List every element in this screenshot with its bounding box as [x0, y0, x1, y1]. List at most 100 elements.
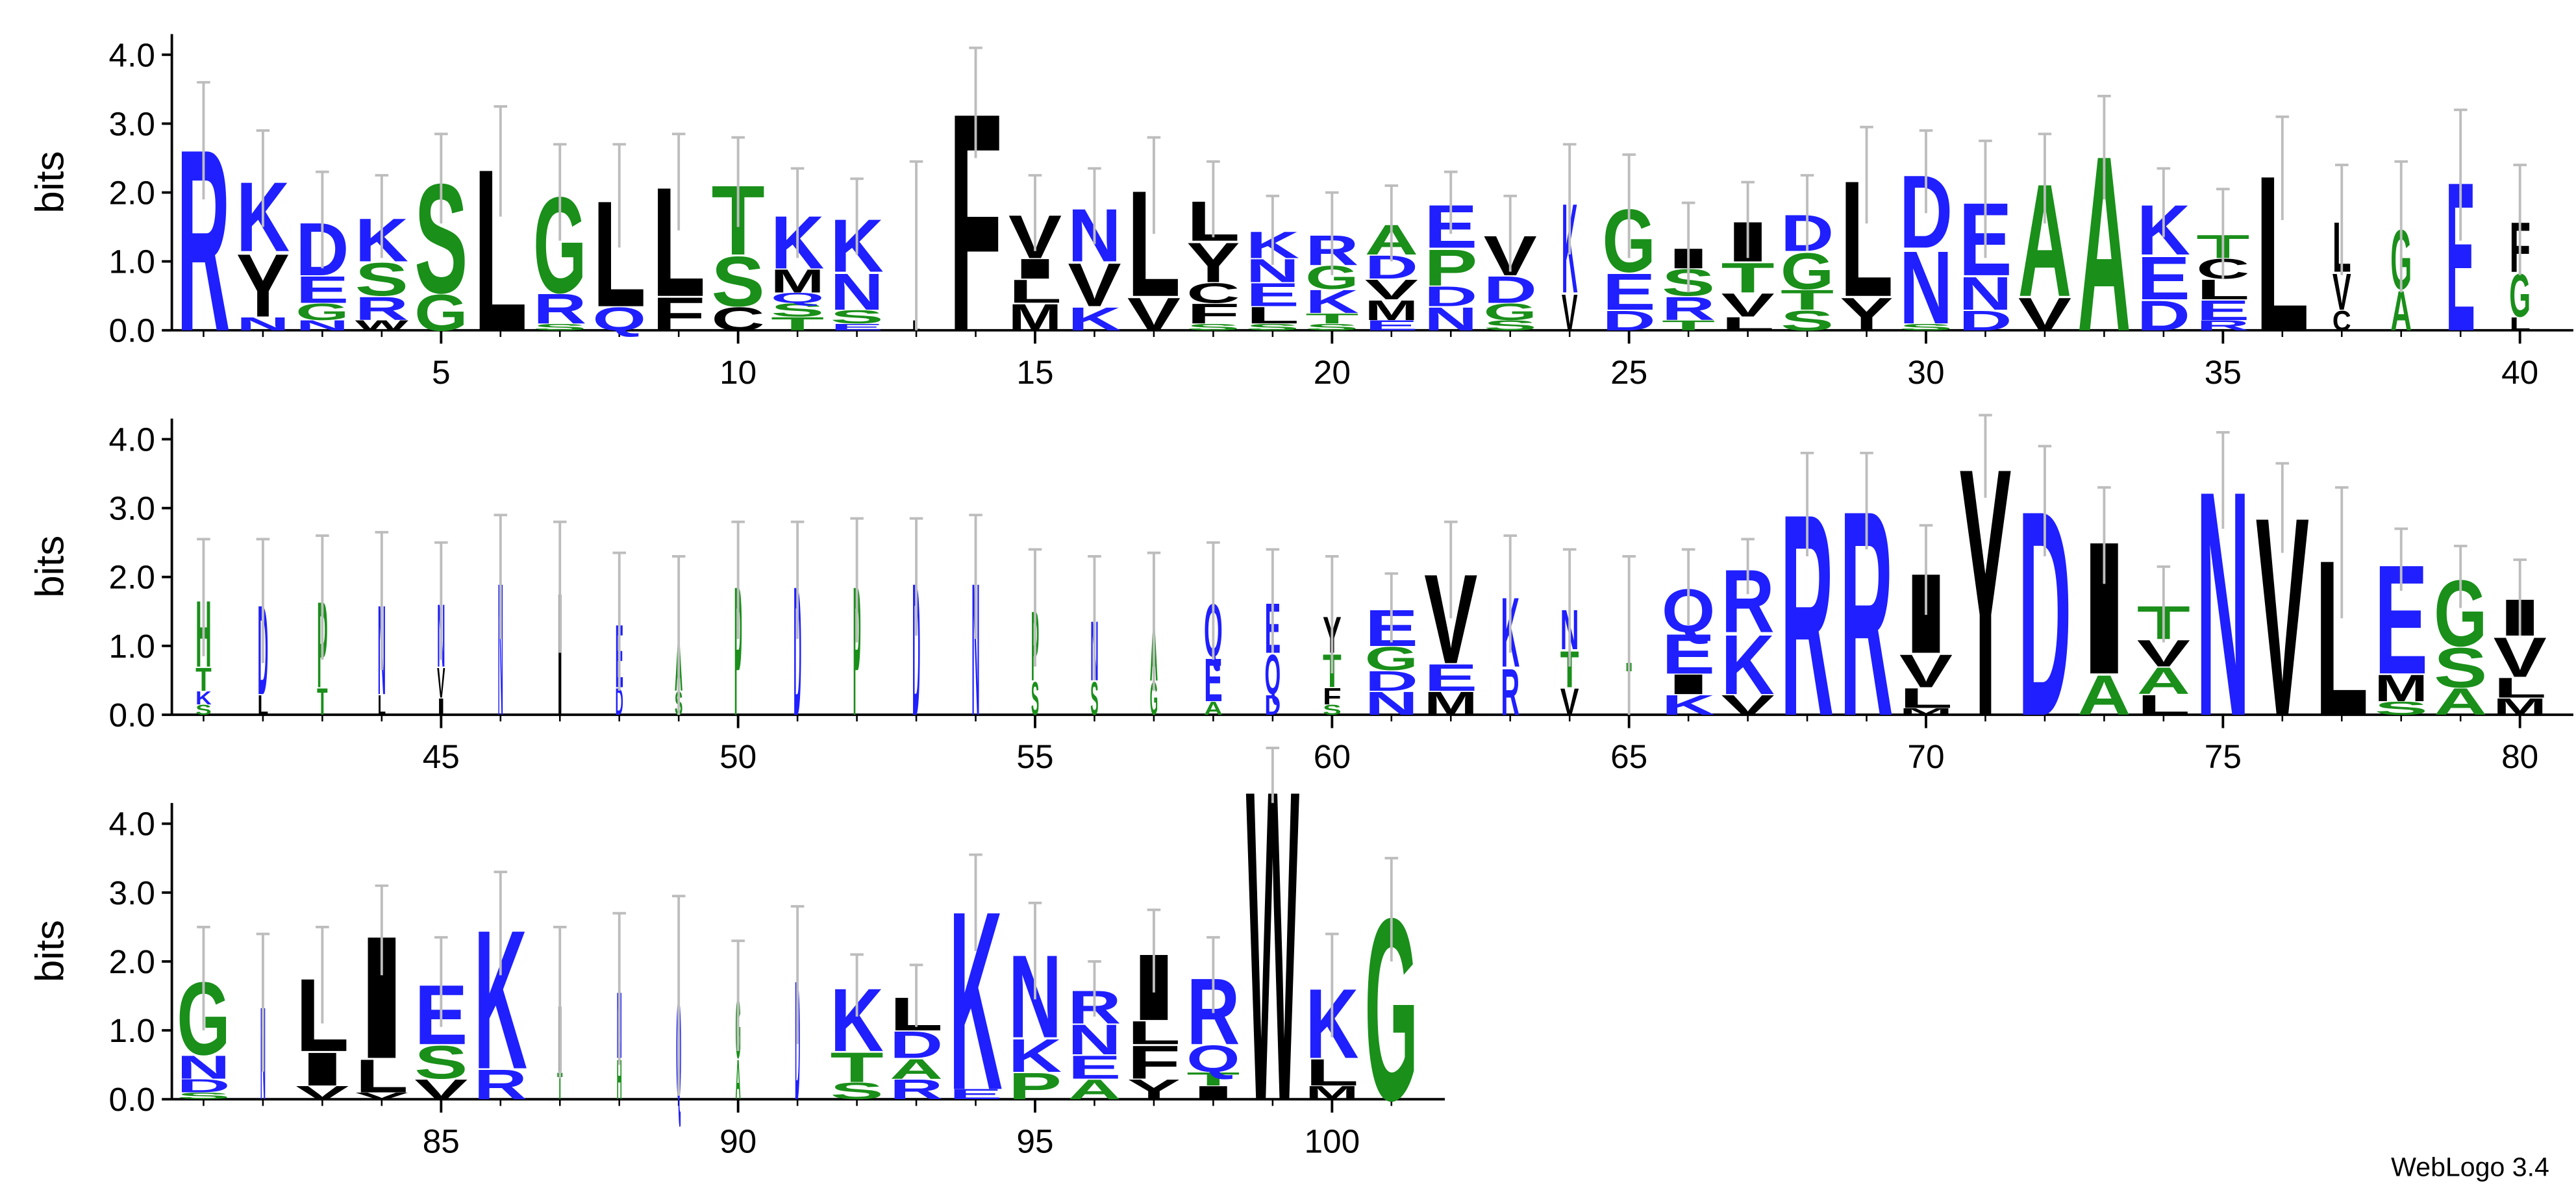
logo-letter: S: [830, 1078, 883, 1105]
logo-letter: T: [830, 1044, 883, 1091]
logo-letter: M: [2494, 693, 2547, 720]
logo-letter: E: [295, 269, 349, 311]
x-tick-label: 25: [1610, 353, 1647, 391]
logo-letter: I: [1186, 1082, 1240, 1104]
logo-letter: R: [890, 1074, 943, 1106]
logo-letter: E: [1603, 262, 1656, 321]
logo-letter: I: [557, 557, 562, 752]
logo-letter: F: [1323, 684, 1342, 710]
y-tick-label: 4.0: [109, 36, 155, 73]
logo-letter: V: [1721, 286, 1774, 323]
logo-letter: F: [1127, 1036, 1181, 1089]
logo-letter: S: [1781, 304, 1834, 336]
logo-letter: V: [1899, 645, 1953, 698]
logo-letter: L: [1305, 1052, 1358, 1094]
logo-letter: S: [2434, 636, 2487, 699]
logo-letter: S: [1031, 673, 1039, 725]
y-tick-label: 2.0: [109, 558, 155, 596]
logo-letter: S: [177, 1091, 230, 1101]
logo-letter: D: [912, 543, 920, 755]
logo-letter: N: [295, 317, 349, 333]
y-axis-title: bits: [28, 536, 73, 598]
credit: WebLogo 3.4: [2391, 1152, 2549, 1182]
logo-letter: F: [1186, 298, 1240, 330]
logo-letter: R: [533, 285, 586, 332]
logo-letter: S: [195, 702, 212, 718]
y-tick-label: 1.0: [109, 627, 155, 665]
logo-letter: N: [1958, 267, 2012, 320]
logo-letter: L: [1246, 302, 1299, 328]
logo-letter: V: [1127, 288, 1181, 341]
x-tick-label: 10: [719, 353, 757, 391]
logo-letter: E: [1424, 657, 1477, 699]
logo-letter: L: [355, 1050, 408, 1103]
logo-letter: S: [830, 306, 883, 328]
logo-letter: I: [1008, 253, 1062, 285]
logo-letter: L: [1008, 273, 1062, 310]
logo-letter: H: [617, 1048, 622, 1112]
logo-letter: V: [1068, 251, 1121, 319]
logo-letter: S: [1305, 322, 1358, 332]
logo-letter: V: [437, 660, 445, 707]
logo-letter: N: [498, 543, 503, 755]
x-tick-label: 40: [2501, 353, 2538, 391]
y-tick-label: 3.0: [109, 105, 155, 142]
logo-letter: N: [236, 313, 290, 334]
logo-letter: V: [1721, 689, 1774, 721]
logo-letter: R: [1662, 290, 1715, 327]
y-tick-label: 3.0: [109, 490, 155, 527]
logo-letter: M: [1424, 685, 1477, 722]
logo-letter: G: [1150, 673, 1158, 725]
logo-letter: Q: [1186, 1038, 1240, 1080]
logo-letter: D: [1424, 280, 1477, 312]
logo-letter: S: [1484, 317, 1537, 333]
x-tick-label: 20: [1314, 353, 1351, 391]
logo-letter: N: [1068, 1016, 1121, 1063]
logo-letter: T: [1662, 317, 1715, 333]
logo-letter: V: [2018, 288, 2071, 341]
logo-letter: F: [652, 288, 705, 341]
logo-letter: T: [195, 661, 212, 698]
logo-letter: Y: [1186, 231, 1240, 294]
y-axis-title: bits: [28, 151, 73, 214]
x-tick-label: 65: [1610, 738, 1647, 775]
logo-letter: M: [1365, 294, 1418, 326]
logo-letter: N: [830, 262, 883, 321]
logo-letter: T: [1305, 310, 1358, 326]
logo-letter: Y: [1840, 288, 1893, 341]
logo-letter: E: [1068, 1048, 1121, 1085]
logo-letter: L: [2137, 689, 2190, 721]
y-tick-label: 4.0: [109, 421, 155, 458]
logo-letter: L: [1127, 1014, 1181, 1051]
logo-letter: L: [2196, 273, 2249, 305]
logo-letter: G: [1781, 242, 1834, 300]
logo-letter: V: [1365, 273, 1418, 305]
logo-letter: P: [853, 548, 860, 754]
logo-letter: D: [177, 1075, 230, 1097]
logo-letter: S: [771, 299, 824, 321]
x-tick-label: 70: [1907, 738, 1944, 775]
x-tick-label: 60: [1314, 738, 1351, 775]
logo-letter: A: [1204, 698, 1223, 719]
logo-letter: R: [2196, 317, 2249, 333]
logo-letter: K: [1068, 300, 1121, 337]
logo-letter: V: [2494, 626, 2547, 689]
logo-letter: P: [1424, 238, 1477, 297]
logo-letter: R: [474, 1061, 527, 1108]
logo-letter: A: [2434, 681, 2487, 723]
x-tick-label: 30: [1907, 353, 1944, 391]
x-tick-label: 35: [2205, 353, 2242, 391]
logo-letter: A: [2077, 664, 2131, 727]
logo-letter: S: [414, 1036, 468, 1089]
x-tick-label: 100: [1304, 1122, 1360, 1159]
logo-letter: L: [258, 689, 268, 721]
logo-letter: N: [1899, 229, 1953, 345]
logo-letter: K: [1662, 689, 1715, 721]
logo-letter: A: [2137, 660, 2190, 702]
logo-letter: E: [830, 322, 883, 332]
logo-letter: K: [1721, 618, 1774, 713]
x-tick-label: 95: [1016, 1122, 1053, 1159]
logo-letter: C: [712, 300, 765, 337]
